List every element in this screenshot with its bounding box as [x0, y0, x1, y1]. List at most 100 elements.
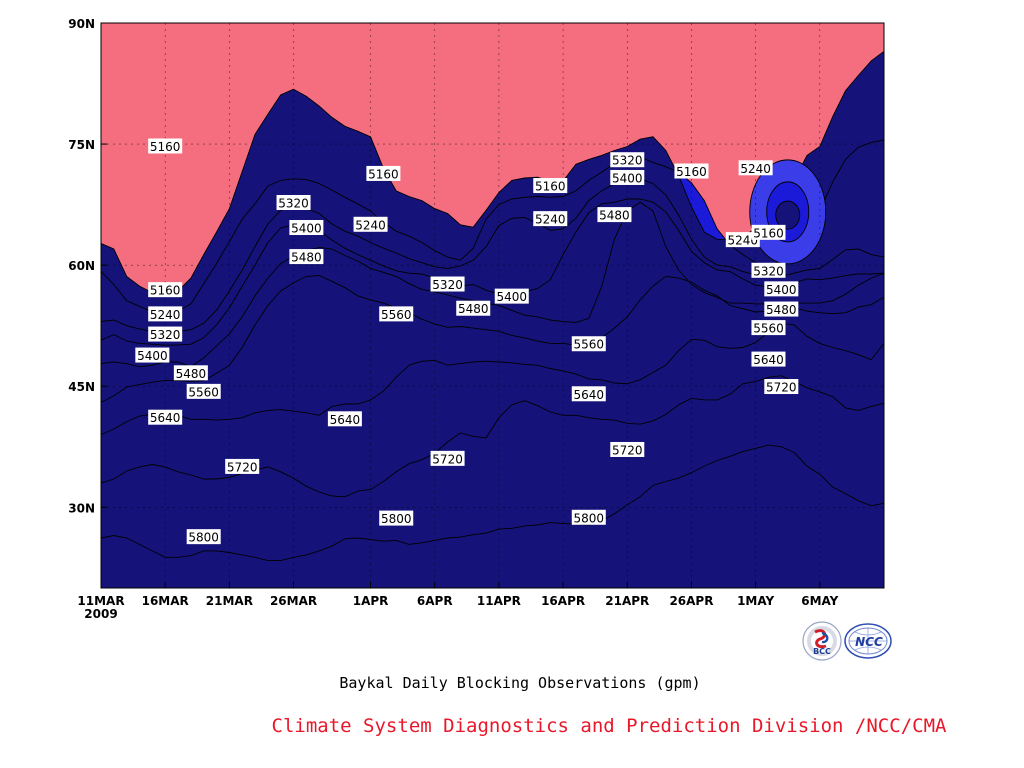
x-tick-label: 16MAR [142, 594, 189, 608]
contour-label: 5720 [430, 450, 465, 466]
x-tick-label: 6MAY [801, 594, 838, 608]
svg-text:5640: 5640 [573, 388, 604, 402]
contour-label: 5720 [225, 458, 260, 474]
svg-text:5480: 5480 [766, 303, 797, 317]
contour-label: 5160 [674, 163, 709, 179]
contour-label: 5480 [764, 301, 799, 317]
contour-label: 5160 [148, 138, 183, 154]
x-tick-label: 1APR [353, 594, 389, 608]
contour-label: 5240 [533, 211, 568, 227]
ncc-logo: NCC [844, 623, 892, 659]
y-tick-label: 90N [68, 17, 95, 31]
svg-text:5320: 5320 [432, 278, 463, 292]
svg-text:5400: 5400 [291, 222, 322, 236]
contour-label: 5480 [456, 300, 491, 316]
contour-line [100, 201, 885, 368]
svg-text:5240: 5240 [535, 213, 566, 227]
x-tick-label: 21MAR [206, 594, 253, 608]
contour-label: 5560 [379, 306, 414, 322]
contour-label: 5640 [327, 411, 362, 427]
svg-text:5560: 5560 [573, 338, 604, 352]
svg-text:5320: 5320 [612, 154, 643, 168]
contour-label: 5800 [379, 510, 414, 526]
contour-line [100, 139, 885, 315]
x-tick-label: 21APR [605, 594, 649, 608]
axis-ticks: 11MAR 16MAR 21MAR 26MAR 1APR 6APR 11APR 16APR 21… [68, 17, 838, 608]
credit-line: Climate System Diagnostics and Predictio… [272, 715, 947, 737]
contour-label: 5240 [738, 160, 773, 176]
contour-label: 5480 [173, 365, 208, 381]
contour-label: 5480 [597, 207, 632, 223]
svg-text:5640: 5640 [753, 353, 784, 367]
svg-text:5720: 5720 [227, 460, 258, 474]
contour-label: 5400 [764, 281, 799, 297]
contour-label: 5560 [751, 320, 786, 336]
contour-label: 5400 [289, 220, 324, 236]
svg-text:5160: 5160 [753, 226, 784, 240]
contour-label: 5240 [725, 232, 760, 248]
contour-label: 5320 [430, 276, 465, 292]
svg-text:5160: 5160 [676, 165, 707, 179]
svg-text:5720: 5720 [766, 381, 797, 395]
y-tick-label: 60N [68, 259, 95, 273]
contour-label: 5320 [751, 262, 786, 278]
contour-band [101, 51, 884, 589]
contour-label: 5800 [571, 509, 606, 525]
svg-text:5160: 5160 [150, 140, 181, 154]
contour-label: 5400 [610, 169, 645, 185]
contour-label: 5320 [610, 152, 645, 168]
plot-frame [100, 22, 885, 589]
y-tick-label: 75N [68, 138, 95, 152]
svg-text:5320: 5320 [278, 196, 309, 210]
contour-line [100, 322, 885, 436]
x-tick-label: 11MAR [77, 594, 124, 608]
x-tick-label: 26APR [669, 594, 713, 608]
contour-label: 5160 [751, 224, 786, 240]
svg-text:5800: 5800 [381, 512, 412, 526]
svg-text:5160: 5160 [368, 167, 399, 181]
y-tick-label: 30N [68, 501, 95, 515]
svg-text:5480: 5480 [176, 367, 207, 381]
y-tick-label: 45N [68, 380, 95, 394]
contour-line [100, 444, 885, 562]
x-tick-label: 26MAR [270, 594, 317, 608]
low-centre-contour [775, 200, 801, 230]
svg-text:5560: 5560 [381, 308, 412, 322]
contour-label: 5240 [148, 306, 183, 322]
svg-text:5480: 5480 [291, 251, 322, 265]
contour-label: 5400 [494, 288, 529, 304]
svg-text:5240: 5240 [740, 162, 771, 176]
contour-label: 5320 [276, 194, 311, 210]
contour-label: 5800 [186, 529, 221, 545]
contour-label: 5480 [289, 249, 324, 265]
x-tick-label: 1MAY [737, 594, 774, 608]
contour-lines [100, 50, 885, 562]
contour-label: 5160 [148, 282, 183, 298]
chart-title: Baykal Daily Blocking Observations (gpm) [339, 674, 700, 692]
contour-label: 5640 [148, 409, 183, 425]
x-tick-label: 11APR [477, 594, 521, 608]
svg-text:5240: 5240 [150, 308, 181, 322]
svg-text:5400: 5400 [766, 283, 797, 297]
svg-text:5240: 5240 [355, 218, 386, 232]
contour-label: 5160 [533, 178, 568, 194]
contour-label: 5560 [571, 336, 606, 352]
contour-line [100, 275, 885, 403]
svg-text:5320: 5320 [753, 264, 784, 278]
contour-labels: 5160516052405320540054805560564057205800… [135, 138, 799, 545]
contour-label: 5640 [571, 386, 606, 402]
svg-text:5400: 5400 [137, 349, 168, 363]
contour-line [100, 198, 885, 346]
svg-text:5480: 5480 [599, 209, 630, 223]
svg-text:5560: 5560 [188, 385, 219, 399]
svg-text:5640: 5640 [150, 411, 181, 425]
svg-text:5480: 5480 [458, 302, 489, 316]
contour-label: 5320 [148, 326, 183, 342]
svg-text:5720: 5720 [612, 443, 643, 457]
svg-text:5160: 5160 [150, 284, 181, 298]
bcc-logo: BCC [802, 621, 842, 661]
svg-text:5240: 5240 [728, 234, 759, 248]
svg-text:5720: 5720 [432, 452, 463, 466]
contour-label: 5640 [751, 351, 786, 367]
svg-text:5320: 5320 [150, 328, 181, 342]
